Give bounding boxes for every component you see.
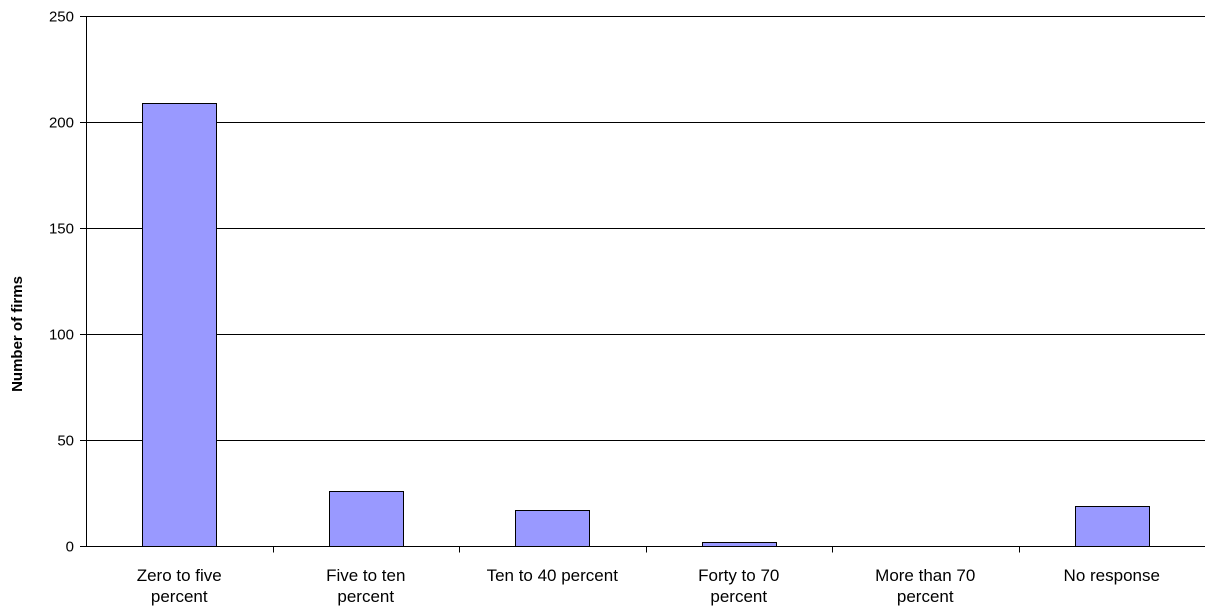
x-tick-label: Zero to five [137,566,222,585]
x-tick-label: percent [337,587,394,606]
bar [702,542,777,547]
bar [515,510,590,547]
y-tick-label: 200 [49,115,74,132]
bars [142,103,1150,547]
y-tick-label: 250 [49,9,74,26]
x-tick-label: Forty to 70 [698,566,779,585]
y-tick-label: 100 [49,327,74,344]
x-tick-label: percent [710,587,767,606]
bar [329,491,404,547]
y-axis-title: Number of firms [9,276,26,392]
y-tick-label: 150 [49,221,74,238]
x-tick-label: No response [1064,566,1160,585]
labels: 0 50 100 150 200 250 Zero to five percent Five t… [49,9,1160,607]
bar [142,103,217,547]
y-tick-label: 0 [66,539,74,556]
gridlines [86,16,1205,441]
x-tick-label: Five to ten [326,566,405,585]
x-tick-label: More than 70 [875,566,975,585]
bar [1075,506,1150,547]
y-tick-label: 50 [57,433,74,450]
x-tick-label: percent [151,587,208,606]
x-tick-label: percent [897,587,954,606]
axes [80,16,1205,553]
x-tick-label: Ten to 40 percent [487,566,619,585]
